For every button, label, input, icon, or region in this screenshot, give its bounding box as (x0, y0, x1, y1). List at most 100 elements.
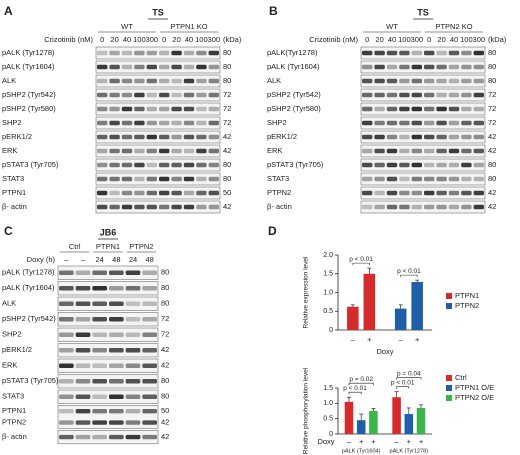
kda-label: 80 (488, 48, 496, 57)
panel-letter: D (268, 224, 277, 238)
blot-band (374, 134, 385, 140)
blot-band (386, 176, 398, 182)
blot-band (125, 286, 141, 291)
blot-strip (360, 88, 486, 102)
x-tick-label: + (419, 437, 424, 446)
row-label: β- actin (2, 432, 27, 441)
row-label: pSTAT3 (Tyr705) (267, 160, 324, 169)
x-tick-label: – (351, 335, 356, 344)
blot-band (208, 134, 219, 140)
row-label: ERK (2, 361, 17, 370)
lane-label: 24 (129, 255, 137, 264)
blot-band (121, 64, 133, 70)
blot-band (159, 190, 170, 196)
row-label: STAT3 (2, 392, 24, 401)
blot-band (146, 92, 157, 98)
blot-band (121, 120, 133, 126)
blot-strip (57, 430, 159, 445)
blot-band (362, 134, 373, 140)
blot-band (125, 420, 141, 425)
blot-band (196, 78, 207, 84)
blot-band (362, 106, 373, 112)
blot-band (159, 50, 170, 56)
y-tick-label: 1.0 (323, 400, 333, 407)
blot-band (146, 78, 157, 84)
row-label: β- actin (2, 202, 27, 211)
row-label: STAT3 (267, 174, 289, 183)
row-label: pSHP2 (Tyr580) (2, 104, 56, 113)
lane-label: 20 (172, 35, 180, 44)
blot-band (436, 78, 447, 84)
blot-band (109, 190, 120, 196)
row-label: pSHP2 (Tyr542) (2, 90, 56, 99)
blot-band (134, 204, 145, 210)
kda-label: 72 (161, 314, 169, 323)
row-label: ALK (267, 76, 281, 85)
blot-band (183, 190, 195, 196)
blot-band (75, 379, 91, 384)
blot-band (125, 379, 141, 384)
blot-band (125, 434, 141, 440)
blot-band (424, 190, 435, 196)
blot-band (59, 317, 74, 322)
row-label: pALK (Tyr1278) (2, 268, 55, 277)
blot-band (109, 420, 124, 425)
row-label: pERK1/2 (2, 345, 32, 354)
kda-label: 42 (488, 202, 496, 211)
blot-band (142, 420, 157, 425)
x-axis-label: Doxy (376, 347, 393, 356)
blot-band (109, 434, 124, 440)
blot-band (134, 120, 145, 126)
blot-band (159, 162, 170, 168)
blot-band (59, 409, 74, 414)
blot-band (75, 317, 91, 322)
blot-band (473, 204, 484, 210)
blot-band (134, 190, 145, 196)
blot-band (146, 176, 157, 182)
blot-band (59, 434, 74, 440)
blot-band (183, 120, 195, 126)
blot-band (75, 270, 91, 275)
blot-strip (360, 60, 486, 74)
kda-label: 80 (488, 174, 496, 183)
blot-band (109, 162, 120, 168)
blot-band (208, 148, 219, 154)
blot-band (146, 106, 157, 112)
blot-band (92, 409, 107, 414)
blot-strip (57, 358, 159, 373)
blot-strip (360, 172, 486, 186)
row-label: pSHP2 (Tyr580) (267, 104, 321, 113)
blot-band (92, 317, 107, 322)
blot-strip (95, 172, 221, 186)
sig-bracket (348, 391, 362, 395)
blot-strip (95, 144, 221, 158)
blot-band (374, 120, 385, 126)
blot-band (208, 64, 219, 70)
blot-band (461, 190, 472, 196)
blot-strip (95, 186, 221, 200)
blot-band (97, 78, 108, 84)
group-label: PTPN1 (96, 242, 120, 251)
blot-band (183, 162, 195, 168)
blot-band (183, 204, 195, 210)
blot-band (59, 301, 74, 306)
blot-band (183, 92, 195, 98)
blot-band (134, 106, 145, 112)
blot-band (109, 204, 120, 210)
legend-label: PTPN1 O/E (455, 383, 494, 392)
bar (392, 397, 401, 434)
row-label: STAT3 (2, 174, 24, 183)
blot-band (362, 148, 373, 154)
y-axis-label: Relative expression level (303, 256, 310, 328)
blot-band (208, 92, 219, 98)
legend-swatch (446, 375, 452, 381)
blot-band (171, 176, 182, 182)
kda-label: 42 (488, 132, 496, 141)
legend-swatch (446, 303, 452, 309)
y-axis-label: Relative phosphorylation level (303, 367, 310, 454)
blot-band (362, 162, 373, 168)
lane-label: 0 (365, 35, 369, 44)
blot-band (362, 50, 373, 56)
row-label: ALK (2, 299, 16, 308)
kda-label: 80 (161, 299, 169, 308)
